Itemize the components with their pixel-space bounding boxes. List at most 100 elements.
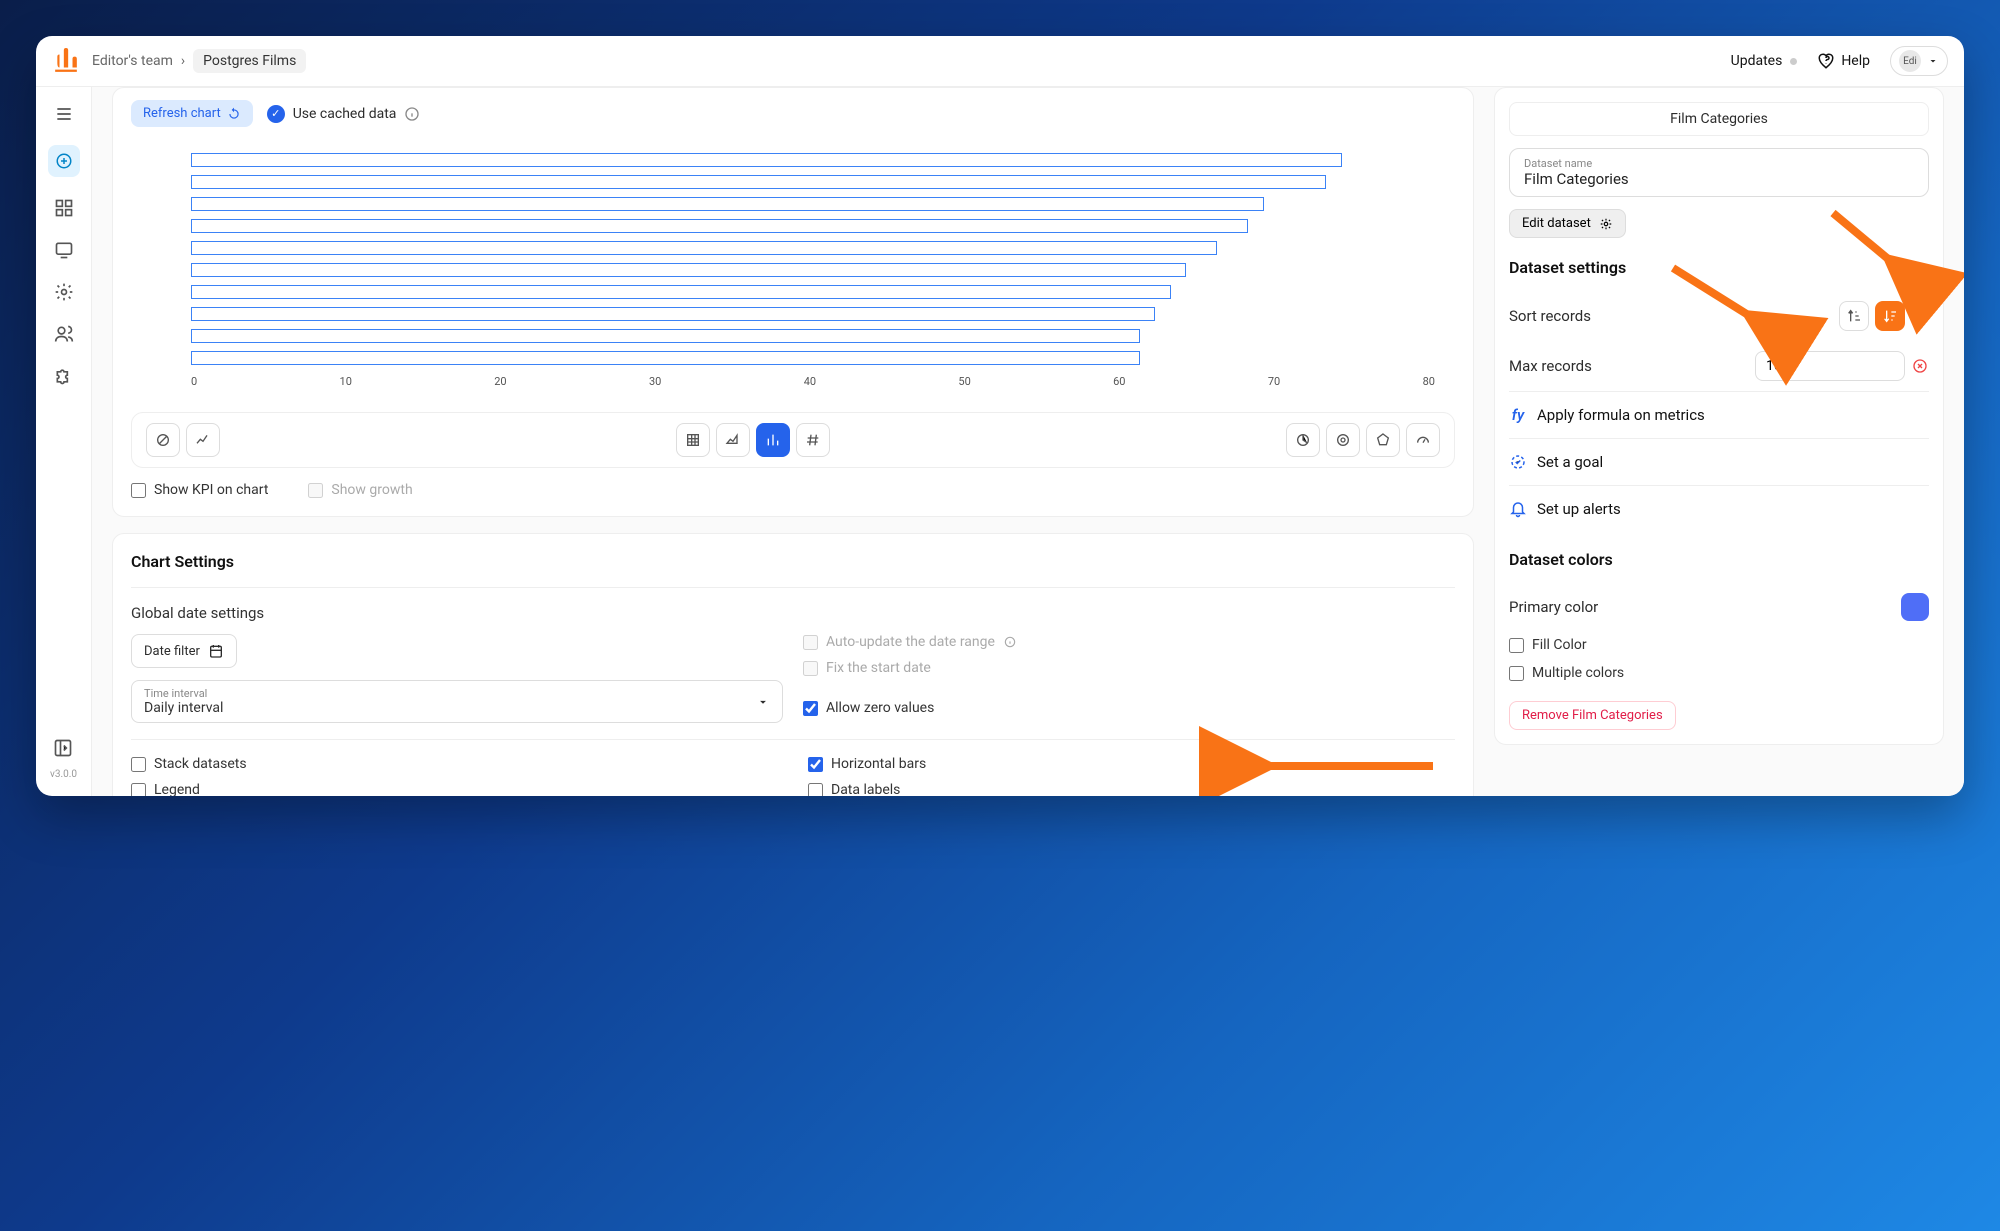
top-right: Updates Help Edi	[1731, 46, 1948, 76]
horizontal-checkbox[interactable]: Horizontal bars	[808, 756, 1455, 772]
dashboard-icon[interactable]	[53, 197, 75, 219]
top-bar: Editor's team › Postgres Films Updates H…	[36, 36, 1964, 87]
refresh-label: Refresh chart	[143, 106, 221, 121]
app-window: Editor's team › Postgres Films Updates H…	[36, 36, 1964, 796]
fill-color-checkbox[interactable]: Fill Color	[1509, 631, 1929, 659]
tool-pie[interactable]	[1286, 423, 1320, 457]
chart-settings-title: Chart Settings	[131, 552, 1455, 571]
refresh-icon	[227, 107, 241, 121]
chart-settings-panel: Chart Settings Global date settings Date…	[112, 533, 1474, 796]
tool-radar[interactable]	[1366, 423, 1400, 457]
set-goal-link[interactable]: Set a goal	[1509, 438, 1929, 485]
remove-dataset-button[interactable]: Remove Film Categories	[1509, 701, 1676, 730]
check-icon: ✓	[267, 105, 285, 123]
axis-tick: 10	[340, 375, 352, 388]
dataset-tab[interactable]: Film Categories	[1509, 102, 1929, 136]
kpi-checkbox[interactable]: Show KPI on chart	[131, 482, 268, 498]
primary-color-swatch[interactable]	[1901, 593, 1929, 621]
chart-row: Animation	[191, 237, 1435, 259]
refresh-row: Refresh chart ✓ Use cached data	[131, 100, 1455, 127]
menu-icon[interactable]	[53, 103, 75, 125]
axis-tick: 20	[494, 375, 506, 388]
set-alerts-link[interactable]: Set up alerts	[1509, 485, 1929, 532]
chart-row: Family	[191, 193, 1435, 215]
tool-area[interactable]	[716, 423, 750, 457]
chart-row: Documentary	[191, 215, 1435, 237]
allow-zero-checkbox[interactable]: Allow zero values	[803, 700, 1455, 716]
help-label: Help	[1841, 53, 1870, 69]
max-delete-button[interactable]	[1911, 357, 1929, 375]
chart-row: Foreign	[191, 171, 1435, 193]
cached-checkbox[interactable]: ✓ Use cached data	[267, 105, 421, 123]
gear-icon	[1599, 217, 1613, 231]
dataset-settings-title: Dataset settings	[1509, 258, 1929, 277]
max-records-input[interactable]	[1755, 351, 1905, 381]
legend-checkbox[interactable]: Legend	[131, 782, 778, 796]
tool-line[interactable]	[186, 423, 220, 457]
breadcrumb-separator: ›	[181, 53, 185, 69]
chart-bar	[191, 329, 1140, 343]
updates-label: Updates	[1731, 53, 1783, 69]
right-column: Film Categories Dataset name Film Catego…	[1494, 87, 1944, 776]
formula-icon: fy	[1509, 406, 1527, 424]
chart-toolbar	[131, 412, 1455, 468]
date-filter-button[interactable]: Date filter	[131, 634, 237, 668]
axis-tick: 30	[649, 375, 661, 388]
refresh-chart-button[interactable]: Refresh chart	[131, 100, 253, 127]
multiple-colors-checkbox[interactable]: Multiple colors	[1509, 659, 1929, 687]
dataset-panel: Film Categories Dataset name Film Catego…	[1494, 87, 1944, 745]
add-icon[interactable]	[48, 145, 80, 177]
updates-link[interactable]: Updates	[1731, 53, 1798, 69]
tool-bar-active[interactable]	[756, 423, 790, 457]
chart-bar	[191, 263, 1186, 277]
help-icon	[1817, 52, 1835, 70]
goal-icon	[1509, 453, 1527, 471]
sort-desc-button[interactable]	[1875, 301, 1905, 331]
apply-formula-link[interactable]: fy Apply formula on metrics	[1509, 391, 1929, 438]
breadcrumb-project[interactable]: Postgres Films	[193, 49, 306, 73]
edit-dataset-button[interactable]: Edit dataset	[1509, 209, 1626, 238]
chart-row: Games	[191, 347, 1435, 369]
breadcrumb-team[interactable]: Editor's team	[92, 53, 173, 69]
tool-number[interactable]	[796, 423, 830, 457]
time-interval-select[interactable]: Time interval Daily interval	[131, 680, 783, 723]
collapse-icon[interactable]	[52, 737, 74, 759]
chart-panel: Refresh chart ✓ Use cached data SportsFo…	[112, 87, 1474, 517]
tool-gauge[interactable]	[1406, 423, 1440, 457]
axis-tick: 50	[958, 375, 970, 388]
help-link[interactable]: Help	[1817, 52, 1870, 70]
cached-label: Use cached data	[293, 106, 397, 122]
chart-row: New	[191, 281, 1435, 303]
sort-asc-button[interactable]	[1839, 301, 1869, 331]
data-labels-checkbox[interactable]: Data labels	[808, 782, 1455, 796]
puzzle-icon[interactable]	[53, 365, 75, 387]
axis-tick: 70	[1268, 375, 1280, 388]
user-menu[interactable]: Edi	[1890, 46, 1948, 76]
left-column: Refresh chart ✓ Use cached data SportsFo…	[112, 87, 1474, 776]
sort-records-row: Sort records	[1509, 291, 1929, 341]
monitor-icon[interactable]	[53, 239, 75, 261]
chart-options: Show KPI on chart Show growth	[131, 482, 1455, 498]
team-icon[interactable]	[53, 323, 75, 345]
axis-tick: 40	[804, 375, 816, 388]
sort-delete-button[interactable]	[1911, 307, 1929, 325]
chart-bar	[191, 241, 1217, 255]
gear-icon[interactable]	[53, 281, 75, 303]
bell-icon	[1509, 500, 1527, 518]
tool-none[interactable]	[146, 423, 180, 457]
chart-x-axis: 01020304050607080	[191, 375, 1435, 388]
body: v3.0.0 Refresh chart ✓ Use cached data	[36, 87, 1964, 796]
sidebar: v3.0.0	[36, 87, 92, 796]
tool-table[interactable]	[676, 423, 710, 457]
logo-icon	[52, 47, 80, 75]
tool-donut[interactable]	[1326, 423, 1360, 457]
stack-checkbox[interactable]: Stack datasets	[131, 756, 778, 772]
auto-update-checkbox[interactable]: Auto-update the date range	[803, 634, 1455, 650]
chart-bar	[191, 219, 1248, 233]
breadcrumb: Editor's team › Postgres Films	[92, 49, 306, 73]
fix-start-checkbox[interactable]: Fix the start date	[803, 660, 1455, 676]
axis-tick: 0	[191, 375, 197, 388]
chart-row: Sports	[191, 149, 1435, 171]
dataset-name-field[interactable]: Dataset name Film Categories	[1509, 148, 1929, 197]
growth-checkbox[interactable]: Show growth	[308, 482, 412, 498]
